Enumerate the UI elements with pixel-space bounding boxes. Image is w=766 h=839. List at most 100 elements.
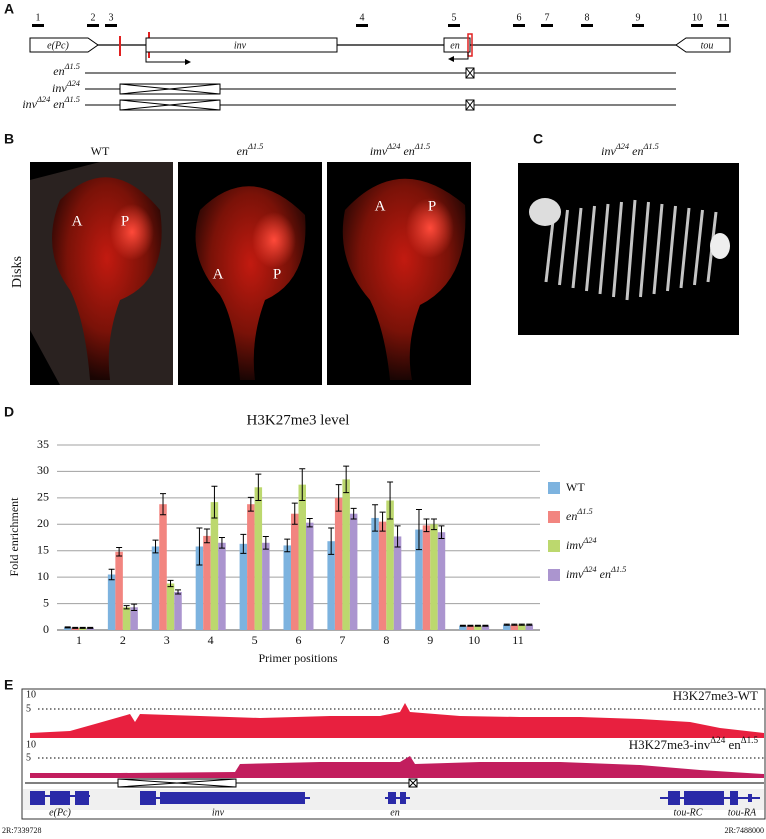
bar	[437, 532, 446, 630]
primer-label: 5	[452, 12, 457, 23]
error-bar	[291, 502, 298, 525]
gene-label: e(Pc)	[49, 807, 71, 818]
primer-label: 11	[718, 12, 728, 23]
region-label: A	[375, 198, 386, 214]
bar	[71, 627, 79, 630]
primer	[691, 24, 703, 27]
bar	[306, 522, 314, 630]
deletion	[465, 67, 475, 79]
bar	[474, 625, 482, 630]
coordinate: 2R:7339728	[2, 826, 42, 835]
y-tick-label: 5	[43, 595, 49, 609]
panel-title: invΔ24 enΔ1.5	[601, 142, 659, 157]
error-bar	[64, 626, 71, 629]
primer	[581, 24, 593, 27]
bar	[115, 551, 123, 630]
x-tick-label: 11	[512, 633, 524, 647]
x-tick-label: 3	[164, 633, 170, 647]
region-label: A	[72, 213, 83, 229]
error-bar	[175, 589, 182, 595]
stripe	[558, 209, 569, 286]
bar	[327, 541, 335, 630]
gene-label: e(Pc)	[47, 40, 69, 51]
bar	[415, 529, 423, 630]
bar	[283, 545, 291, 630]
column-title: enΔ1.5	[237, 142, 264, 157]
x-tick-label: 6	[296, 633, 302, 647]
bar	[203, 535, 211, 630]
gene-box	[675, 37, 731, 53]
column-title: imvΔ24 enΔ1.5	[370, 142, 430, 157]
primer	[632, 24, 644, 27]
error-bar	[240, 533, 247, 554]
bar	[371, 517, 379, 630]
deletion	[119, 99, 221, 111]
y-tick-label: 0	[43, 622, 49, 636]
primer-map: 1 2 3 4 5 6 7 8 9 10 11	[32, 12, 729, 27]
error-bar	[467, 624, 474, 627]
legend-swatch	[548, 511, 560, 523]
bar	[525, 624, 534, 630]
deletion	[408, 778, 418, 788]
bar	[78, 627, 87, 630]
signal-track	[30, 756, 764, 778]
bar	[247, 504, 255, 630]
bar	[481, 625, 490, 630]
primer-label: 10	[692, 12, 702, 23]
x-tick-label: 9	[427, 633, 433, 647]
bar	[107, 574, 116, 630]
gene-label: en	[450, 40, 459, 51]
bar	[254, 487, 263, 630]
bar-chart: 0 5 10 15 20 25 30 35 1 2 3 4 5 6 7 8 9 10 11 WT enΔ1.5 imvΔ2…	[37, 437, 626, 647]
x-tick-label: 8	[383, 633, 389, 647]
bar	[63, 627, 72, 630]
stripe	[585, 205, 596, 292]
legend-label: enΔ1.5	[566, 507, 593, 522]
track-scale: 5	[26, 752, 31, 763]
allele-label: enΔ1.5	[53, 62, 80, 77]
y-tick-label: 10	[37, 569, 49, 583]
legend-label: imvΔ24 enΔ1.5	[566, 565, 626, 580]
error-bar	[160, 493, 167, 516]
bar	[86, 627, 94, 630]
column-title: WT	[91, 144, 110, 158]
stripe	[571, 207, 583, 289]
y-tick-label: 35	[37, 437, 49, 451]
x-tick-label: 7	[339, 633, 345, 647]
bar	[422, 525, 431, 630]
error-bar	[350, 507, 357, 520]
error-bar	[474, 624, 481, 627]
error-bar	[247, 496, 254, 512]
primer	[448, 24, 460, 27]
bar	[386, 500, 394, 630]
error-bar	[306, 517, 313, 528]
error-bar	[196, 527, 203, 566]
primer	[32, 24, 44, 27]
panel-label: E	[4, 677, 13, 693]
gene-label: tou-RA	[728, 807, 757, 818]
error-bar	[87, 626, 94, 629]
micrograph	[327, 162, 471, 385]
gene-label: inv	[234, 40, 247, 51]
error-bar	[211, 485, 218, 519]
x-tick-label: 4	[208, 633, 214, 647]
error-bar	[526, 623, 533, 626]
track-name: H3K27me3-invΔ24 enΔ1.5	[629, 735, 759, 752]
error-bar	[299, 468, 306, 501]
stripe	[625, 199, 637, 301]
primer	[356, 24, 368, 27]
bar	[430, 524, 438, 630]
gene-label: tou	[701, 40, 714, 51]
track-scale: 5	[26, 703, 31, 714]
bar	[159, 504, 167, 630]
tss-arrow	[448, 56, 454, 62]
bar	[334, 497, 343, 630]
gene-label: tou-RC	[674, 807, 703, 818]
allele-label: invΔ24	[52, 79, 80, 94]
bar	[298, 484, 306, 630]
legend-label: imvΔ24	[566, 536, 597, 551]
primer	[513, 24, 525, 27]
primer	[717, 24, 729, 27]
stripe	[666, 205, 677, 292]
gene-models	[30, 791, 760, 805]
